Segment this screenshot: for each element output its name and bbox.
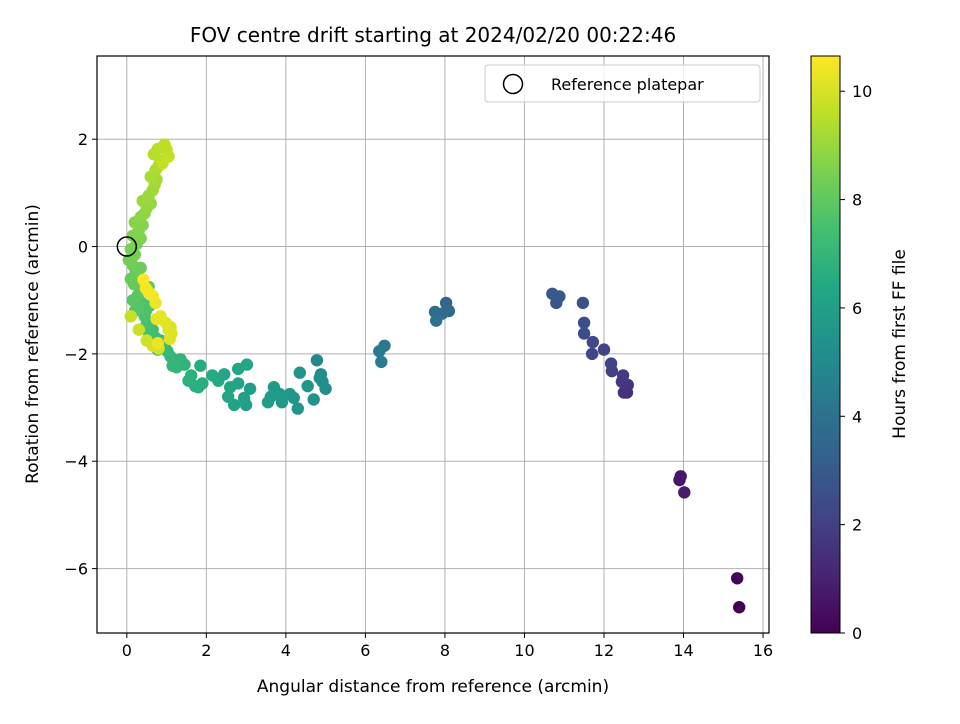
data-point xyxy=(243,382,257,395)
x-tick-label: 6 xyxy=(360,641,370,660)
data-point xyxy=(731,572,744,585)
y-axis-label: Rotation from reference (arcmin) xyxy=(23,204,43,484)
data-point xyxy=(604,357,618,370)
colorbar-tick-label: 6 xyxy=(852,299,862,318)
data-point xyxy=(616,369,630,382)
y-tick-label: −2 xyxy=(64,345,88,364)
data-point xyxy=(586,335,599,349)
x-tick-label: 2 xyxy=(201,641,211,660)
x-tick-label: 8 xyxy=(440,641,450,660)
data-point xyxy=(232,362,245,376)
data-point xyxy=(267,381,281,394)
colorbar-ticks: 0 2 4 6 8 10 xyxy=(840,82,872,643)
data-point xyxy=(237,391,251,405)
legend-box xyxy=(484,64,761,103)
x-tick-label: 14 xyxy=(673,641,693,660)
y-tick-label: −6 xyxy=(64,560,88,579)
data-point xyxy=(150,312,163,326)
y-tick-label: 2 xyxy=(78,130,88,149)
data-point xyxy=(291,402,304,415)
x-tick-label: 12 xyxy=(594,641,614,660)
data-point xyxy=(733,601,746,614)
data-point xyxy=(430,314,443,327)
y-axis-ticks: −6 −4 −2 0 2 xyxy=(64,130,97,579)
data-point xyxy=(307,393,320,406)
x-axis-ticks: 0 2 4 6 8 10 12 14 16 xyxy=(122,633,773,660)
data-point xyxy=(576,296,590,310)
data-point xyxy=(313,371,326,385)
reference-marker xyxy=(116,236,138,257)
data-point xyxy=(163,332,176,346)
x-axis-label: Angular distance from reference (arcmin) xyxy=(257,677,609,697)
reference-point xyxy=(116,236,138,257)
legend: Reference platepar xyxy=(484,64,761,103)
y-tick-label: −4 xyxy=(64,452,88,471)
colorbar-tick-label: 10 xyxy=(852,82,872,101)
data-point xyxy=(206,369,219,382)
data-point xyxy=(597,343,611,356)
data-point xyxy=(151,337,164,350)
data-point xyxy=(577,316,591,329)
x-tick-label: 0 xyxy=(122,641,132,660)
data-point xyxy=(674,470,687,483)
data-point xyxy=(261,396,275,409)
data-point xyxy=(293,366,306,379)
data-point xyxy=(137,273,150,286)
data-point xyxy=(585,347,599,361)
data-point xyxy=(310,354,324,367)
x-tick-label: 16 xyxy=(753,641,773,660)
grid-lines xyxy=(97,56,769,633)
data-point xyxy=(224,381,237,394)
data-point xyxy=(301,379,314,393)
chart-title: FOV centre drift starting at 2024/02/20 … xyxy=(190,23,676,47)
plot-frame xyxy=(96,55,770,634)
colorbar-tick-label: 4 xyxy=(852,407,862,426)
data-point xyxy=(222,390,235,403)
data-point xyxy=(546,287,559,300)
colorbar-tick-label: 2 xyxy=(852,516,862,535)
data-point xyxy=(678,486,691,499)
colorbar xyxy=(810,55,841,634)
data-point xyxy=(577,327,591,340)
data-point xyxy=(156,157,169,170)
data-point xyxy=(375,355,388,369)
data-point xyxy=(132,323,145,336)
x-tick-label: 10 xyxy=(514,641,534,660)
colorbar-label: Hours from first FF file xyxy=(890,249,910,439)
colorbar-tick-label: 0 xyxy=(852,624,862,643)
data-point xyxy=(194,359,207,372)
data-point xyxy=(182,374,195,387)
legend-label: Reference platepar xyxy=(551,75,704,94)
legend-marker xyxy=(502,73,524,95)
data-point xyxy=(283,387,297,401)
colorbar-tick-label: 8 xyxy=(852,191,862,210)
data-point xyxy=(124,310,137,323)
data-point xyxy=(373,345,386,358)
x-tick-label: 4 xyxy=(281,641,291,660)
y-tick-label: 0 xyxy=(78,238,88,257)
data-points xyxy=(122,138,746,614)
